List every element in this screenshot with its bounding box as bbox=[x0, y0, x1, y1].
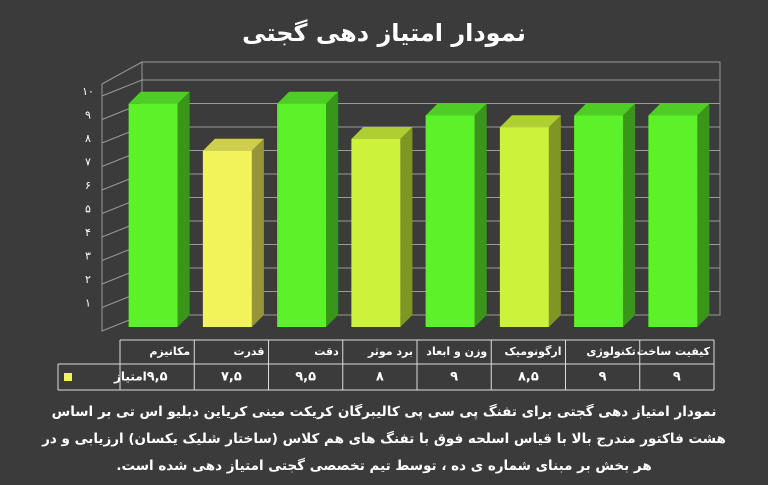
x-tick-label: ارگونومیک bbox=[505, 345, 562, 358]
bar-side bbox=[623, 103, 636, 327]
description-line: هر بخش بر مبنای شماره ی ده ، توسط تیم تخ… bbox=[116, 457, 651, 474]
bar bbox=[574, 115, 624, 327]
table-value: ۹ bbox=[450, 370, 458, 385]
bar-side bbox=[474, 103, 487, 327]
table-value: ۸,۵ bbox=[518, 370, 539, 385]
y-tick-label: ۲ bbox=[85, 273, 91, 286]
x-tick-label: کیفیت ساخت bbox=[637, 345, 711, 358]
x-tick-label: وزن و ابعاد bbox=[426, 345, 487, 358]
bar bbox=[128, 103, 178, 327]
bar-side bbox=[326, 91, 339, 327]
y-tick-label: ۷ bbox=[85, 156, 91, 169]
bar-side bbox=[548, 115, 561, 327]
y-tick-label: ۵ bbox=[85, 203, 91, 216]
bar-side bbox=[177, 91, 190, 327]
legend-swatch bbox=[64, 373, 72, 381]
bar-side bbox=[400, 127, 413, 327]
bar bbox=[499, 127, 549, 327]
bar bbox=[425, 115, 475, 327]
x-tick-label: دقت bbox=[314, 345, 339, 358]
bar bbox=[351, 139, 401, 327]
bar-top bbox=[574, 103, 636, 116]
y-tick-label: ۶ bbox=[85, 179, 91, 192]
table-value: ۸ bbox=[376, 370, 384, 385]
chart-title: نمودار امتیاز دهی گجتی bbox=[242, 19, 526, 47]
y-tick-label: ۱۰ bbox=[82, 85, 94, 98]
bar-side bbox=[251, 138, 264, 327]
bar-top bbox=[202, 138, 264, 151]
x-tick-label: مکانیزم bbox=[149, 345, 190, 358]
bar-top bbox=[277, 91, 339, 104]
bar-top bbox=[425, 103, 487, 116]
y-tick-label: ۹ bbox=[85, 109, 91, 122]
table-value: ۹,۵ bbox=[147, 370, 168, 385]
table-value: ۹ bbox=[673, 370, 681, 385]
x-tick-label: برد موثر bbox=[367, 345, 413, 358]
bar bbox=[277, 103, 327, 327]
grid-line bbox=[101, 79, 143, 97]
bar-top bbox=[351, 127, 413, 139]
table-value: ۹,۵ bbox=[295, 370, 316, 385]
description-line: هشت فاکتور مندرج بالا با قیاس اسلحه فوق … bbox=[41, 430, 726, 447]
x-tick-label: قدرت bbox=[234, 345, 265, 358]
table-value: ۹ bbox=[599, 370, 607, 385]
bar bbox=[202, 150, 252, 327]
bar-top bbox=[128, 91, 190, 104]
description-line: نمودار امتیاز دهی گجتی برای تفنگ پی سی پ… bbox=[52, 403, 717, 420]
table-value: ۷,۵ bbox=[221, 370, 242, 385]
legend-label: امتیاز bbox=[113, 370, 147, 384]
y-tick-label: ۴ bbox=[85, 226, 91, 239]
y-tick-label: ۱ bbox=[85, 297, 91, 310]
bar bbox=[648, 115, 698, 327]
bar-top bbox=[648, 103, 710, 116]
bar-top bbox=[499, 115, 561, 128]
y-tick-label: ۳ bbox=[85, 250, 91, 263]
x-tick-label: تکنولوژی bbox=[586, 345, 635, 358]
bar-side bbox=[697, 103, 710, 327]
y-tick-label: ۸ bbox=[85, 132, 91, 145]
